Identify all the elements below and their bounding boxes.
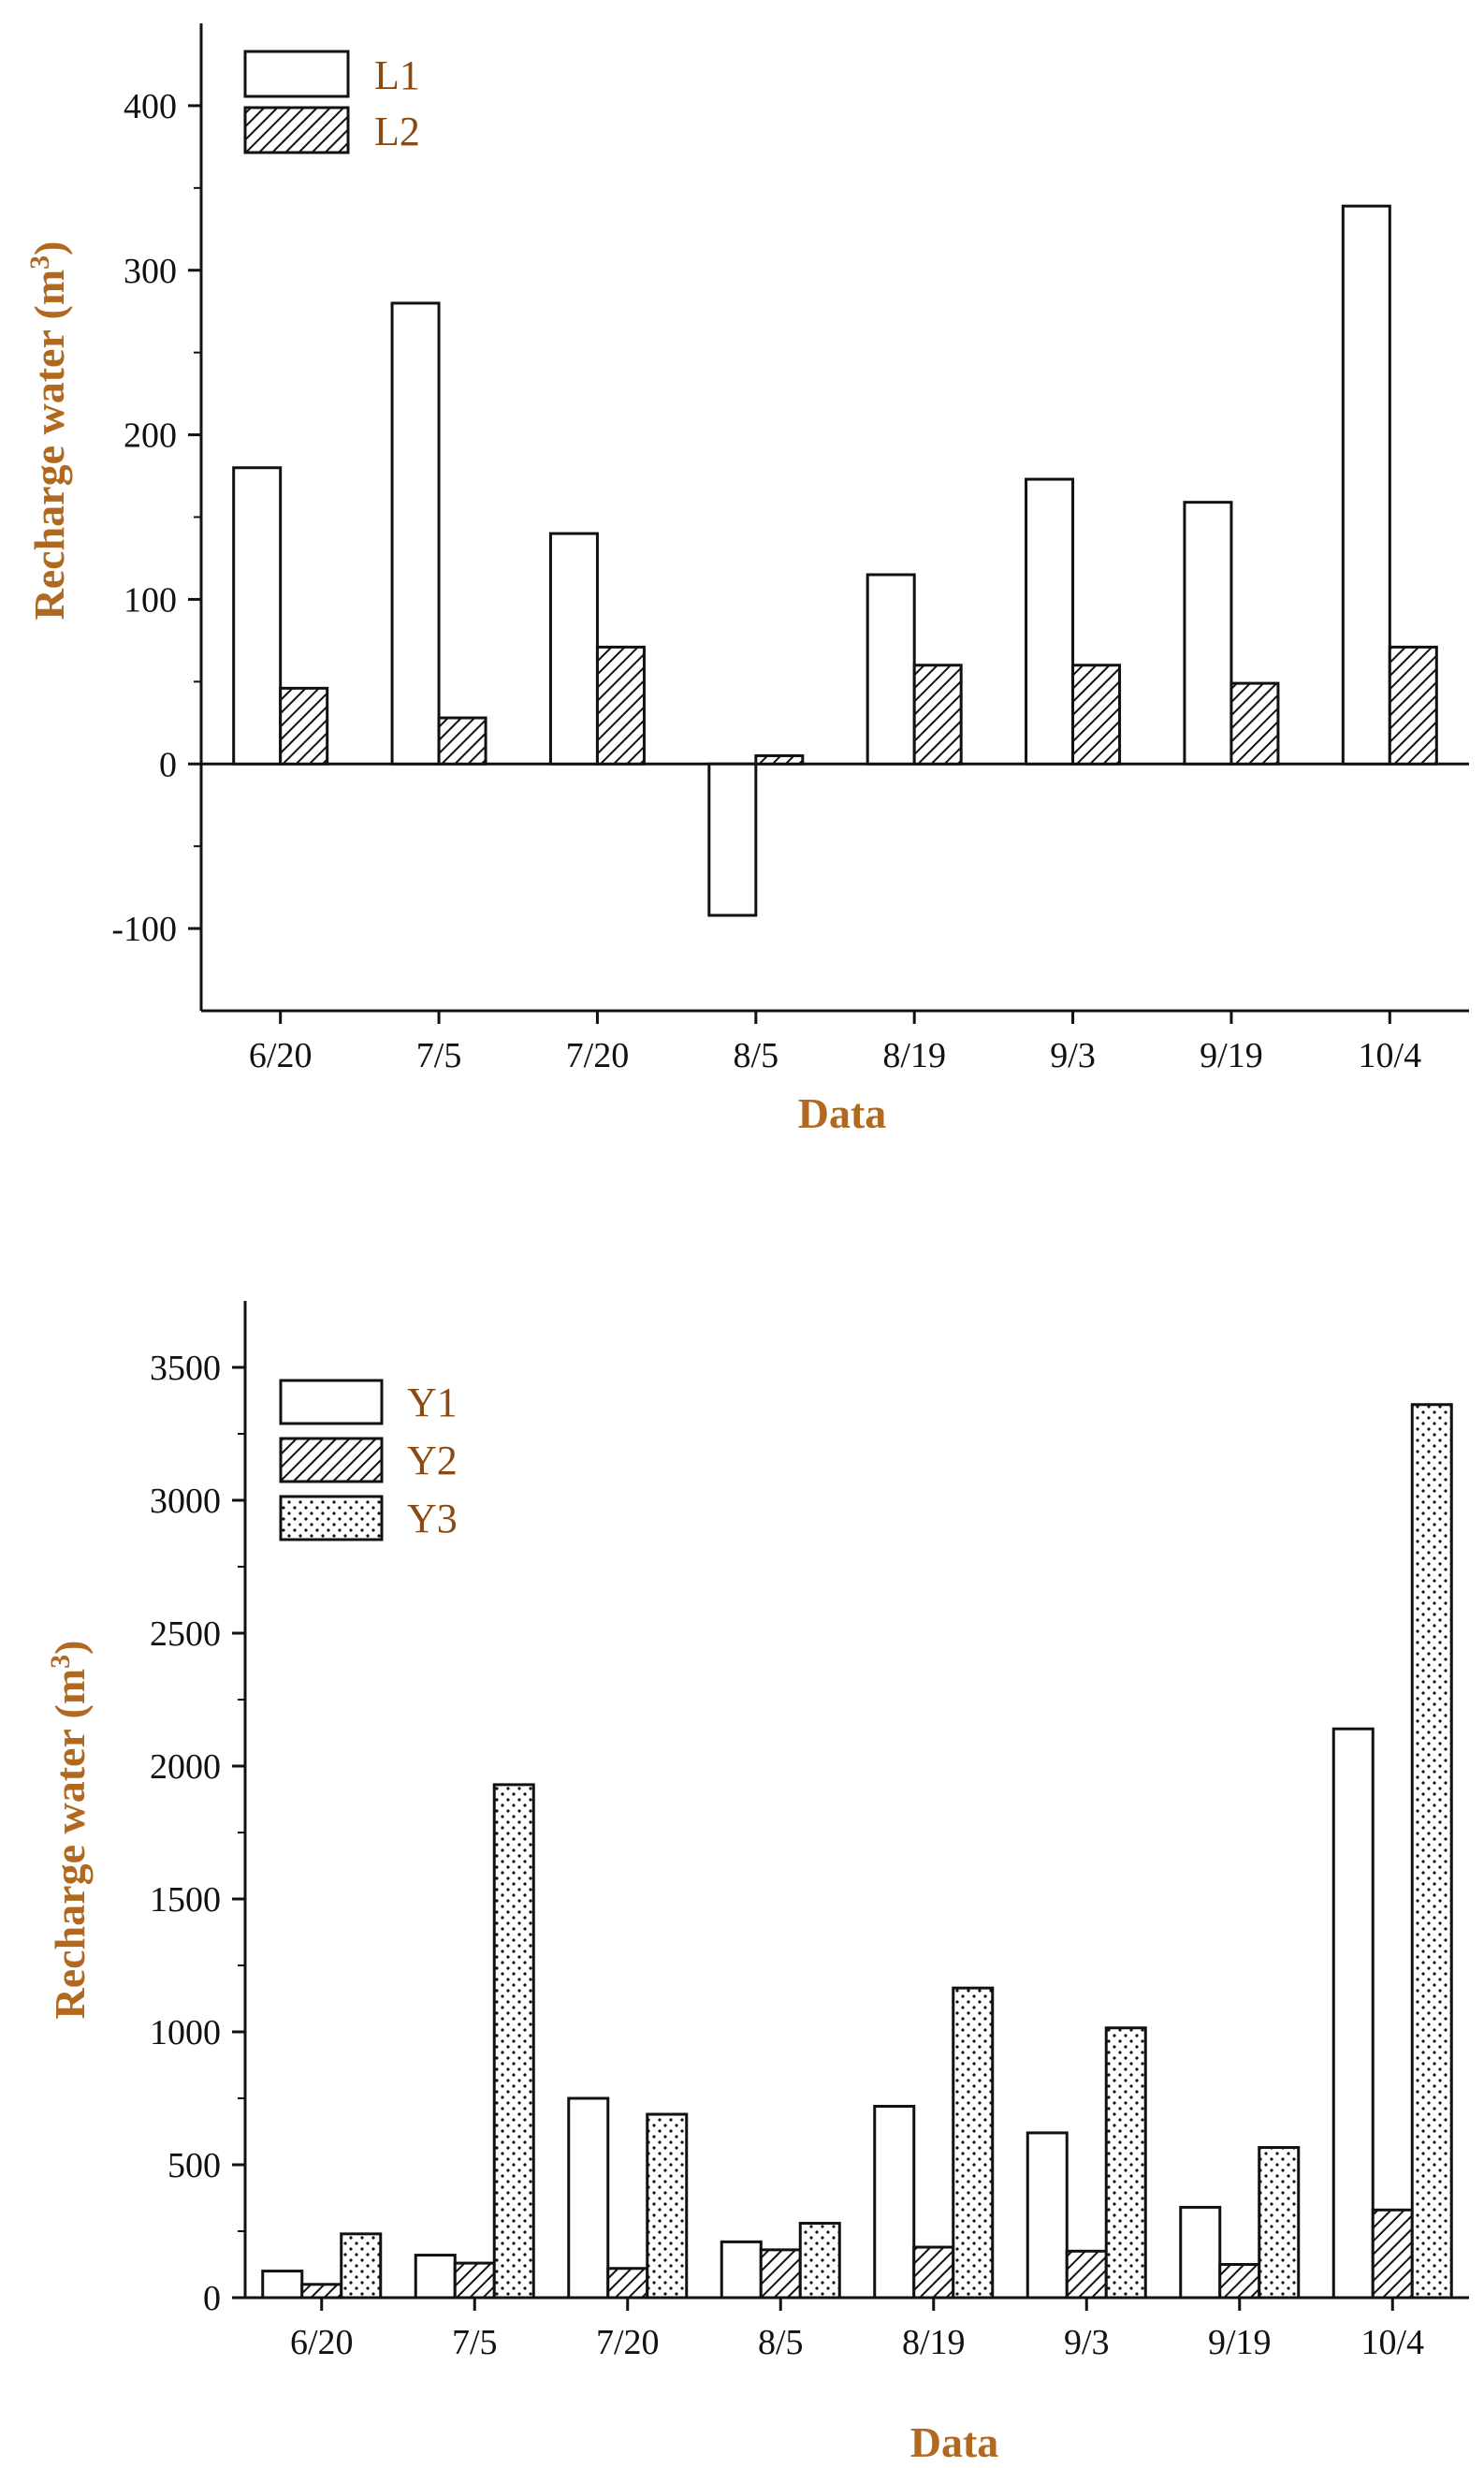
- chart-y-xtick-label: 8/5: [758, 2323, 804, 2362]
- chart-l-ylabel-close: ): [25, 241, 73, 256]
- chart-y-legend-swatch-y2: [279, 1437, 384, 1483]
- chart-y-bar-y3: [340, 2232, 383, 2300]
- chart-l-bar-l1: [390, 301, 441, 766]
- chart-l-ytick-label: 200: [124, 416, 177, 456]
- chart-y-ylabel-sup: 3: [45, 1655, 76, 1669]
- chart-y-bar-y1: [414, 2254, 457, 2300]
- chart-l-ytick-label: 100: [124, 580, 177, 620]
- chart-y-bar-y3: [1410, 1403, 1453, 2300]
- chart-y-bar-y3: [1104, 2026, 1147, 2300]
- chart-l-bar-l1: [232, 466, 283, 766]
- chart-y-legend-swatch-y3: [279, 1495, 384, 1541]
- chart-l-xtick-label: 7/20: [566, 1036, 630, 1075]
- chart-l-ylabel-sup: 3: [24, 256, 55, 270]
- chart-l-bar-l2: [1229, 681, 1280, 766]
- chart-l-bar-l1: [866, 573, 916, 766]
- chart-y-ylabel: Recharge water (m3): [45, 1641, 94, 2020]
- chart-y-ytick-label: 0: [203, 2279, 221, 2318]
- chart-y-legend-label-y1: Y1: [407, 1380, 458, 1425]
- chart-y-bar-y2: [912, 2245, 955, 2300]
- chart-l-bar-l1: [1183, 501, 1233, 766]
- chart-y-ytick-label: 500: [167, 2146, 221, 2185]
- chart-y-xlabel: Data: [910, 2418, 999, 2466]
- chart-l-ticks: -100 0 100 200 300 400 6/20 7/5 7/20 8/5 8/19 9/3 9/…: [111, 87, 1421, 1075]
- chart-y-bar-y3: [798, 2221, 841, 2300]
- chart-y-legend-label-y2: Y2: [407, 1438, 458, 1483]
- chart-y-ylabel-text: Recharge water (m: [46, 1669, 94, 2020]
- chart-y-bar-y2: [1065, 2249, 1108, 2300]
- chart-l-bar-l2: [912, 664, 963, 766]
- chart-y-bar-y1: [261, 2270, 304, 2300]
- chart-l-bar-l2: [279, 686, 329, 766]
- chart-l-xtick-label: 10/4: [1359, 1036, 1422, 1075]
- chart-y-bars: [261, 1403, 1453, 2300]
- chart-l-xtick-label: 6/20: [249, 1036, 313, 1075]
- chart-y-bar-y3: [952, 1986, 995, 2300]
- chart-y-xtick-label: 9/19: [1208, 2323, 1272, 2362]
- chart-l-bar-l2: [1071, 664, 1122, 766]
- chart-y-legend: Y1 Y2 Y3: [279, 1379, 458, 1541]
- chart-l-bar-l2: [437, 716, 487, 766]
- chart-y-ytick-label: 1000: [150, 2013, 221, 2052]
- chart-y-ylabel-close: ): [46, 1641, 94, 1655]
- chart-y-legend-label-y3: Y3: [407, 1496, 458, 1541]
- chart-y-bar-y1: [1331, 1727, 1375, 2300]
- chart-l-recharge: -100 0 100 200 300 400 6/20 7/5 7/20 8/5 8/19 9/3 9/…: [24, 23, 1469, 1137]
- chart-y-bar-y2: [453, 2261, 496, 2300]
- chart-y-xtick-label: 9/3: [1064, 2323, 1110, 2362]
- chart-y-xtick-label: 7/20: [596, 2323, 660, 2362]
- chart-l-ylabel: Recharge water (m3): [24, 241, 73, 621]
- chart-l-xtick-label: 7/5: [416, 1036, 462, 1075]
- chart-y-ytick-label: 3500: [150, 1349, 221, 1388]
- chart-l-bar-l1: [707, 762, 758, 917]
- chart-l-legend-label-l1: L1: [374, 52, 420, 98]
- chart-l-legend-swatch-l1: [243, 50, 350, 98]
- chart-y-bar-y1: [567, 2096, 610, 2300]
- chart-l-ytick-label: -100: [111, 910, 177, 949]
- chart-y-recharge: 0 500 1000 1500 2000 2500 3000 3500 6/20 7/5 7/20 8…: [45, 1301, 1469, 2466]
- chart-l-ytick-label: 400: [124, 87, 177, 126]
- chart-l-legend-swatch-l2: [243, 106, 350, 154]
- chart-y-bar-y2: [1218, 2263, 1261, 2300]
- chart-l-bar-l1: [1341, 204, 1391, 766]
- chart-l-xtick-label: 9/19: [1200, 1036, 1263, 1075]
- chart-y-bar-y1: [1179, 2205, 1222, 2300]
- chart-l-bar-l1: [548, 532, 599, 766]
- chart-l-ylabel-text: Recharge water (m: [25, 270, 73, 621]
- chart-l-xtick-label: 8/5: [734, 1036, 779, 1075]
- chart-l-bar-l2: [1388, 645, 1438, 766]
- chart-y-bar-y2: [1371, 2208, 1414, 2300]
- chart-y-ytick-label: 2500: [150, 1614, 221, 1654]
- chart-y-bar-y3: [646, 2112, 689, 2300]
- chart-l-xtick-label: 9/3: [1050, 1036, 1096, 1075]
- chart-l-bars: [232, 204, 1438, 917]
- chart-y-ytick-label: 1500: [150, 1880, 221, 1920]
- chart-y-bar-y2: [759, 2248, 802, 2300]
- chart-y-ytick-label: 3000: [150, 1482, 221, 1521]
- chart-l-ytick-label: 0: [159, 745, 177, 784]
- chart-l-bar-l2: [754, 753, 805, 766]
- chart-y-bar-y3: [1258, 2146, 1301, 2300]
- chart-l-legend-label-l2: L2: [374, 109, 420, 154]
- chart-l-bar-l1: [1025, 477, 1075, 766]
- chart-y-xtick-label: 10/4: [1360, 2323, 1424, 2362]
- chart-y-bar-y1: [720, 2240, 763, 2300]
- chart-l-xlabel: Data: [798, 1089, 887, 1137]
- chart-y-ticks: 0 500 1000 1500 2000 2500 3000 3500 6/20 7/5 7/20 8…: [150, 1349, 1424, 2362]
- chart-l-ytick-label: 300: [124, 252, 177, 291]
- chart-y-xtick-label: 7/5: [452, 2323, 498, 2362]
- chart-y-bar-y1: [1026, 2131, 1069, 2300]
- chart-y-xtick-label: 8/19: [902, 2323, 966, 2362]
- chart-y-bar-y2: [300, 2283, 343, 2300]
- chart-l-xtick-label: 8/19: [882, 1036, 946, 1075]
- chart-y-xtick-label: 6/20: [290, 2323, 354, 2362]
- chart-y-bar-y1: [873, 2105, 916, 2300]
- chart-l-bar-l2: [595, 645, 646, 766]
- chart-y-bar-y2: [606, 2267, 649, 2300]
- chart-y-bar-y3: [492, 1783, 535, 2300]
- chart-y-legend-swatch-y1: [279, 1379, 384, 1425]
- chart-y-ytick-label: 2000: [150, 1747, 221, 1787]
